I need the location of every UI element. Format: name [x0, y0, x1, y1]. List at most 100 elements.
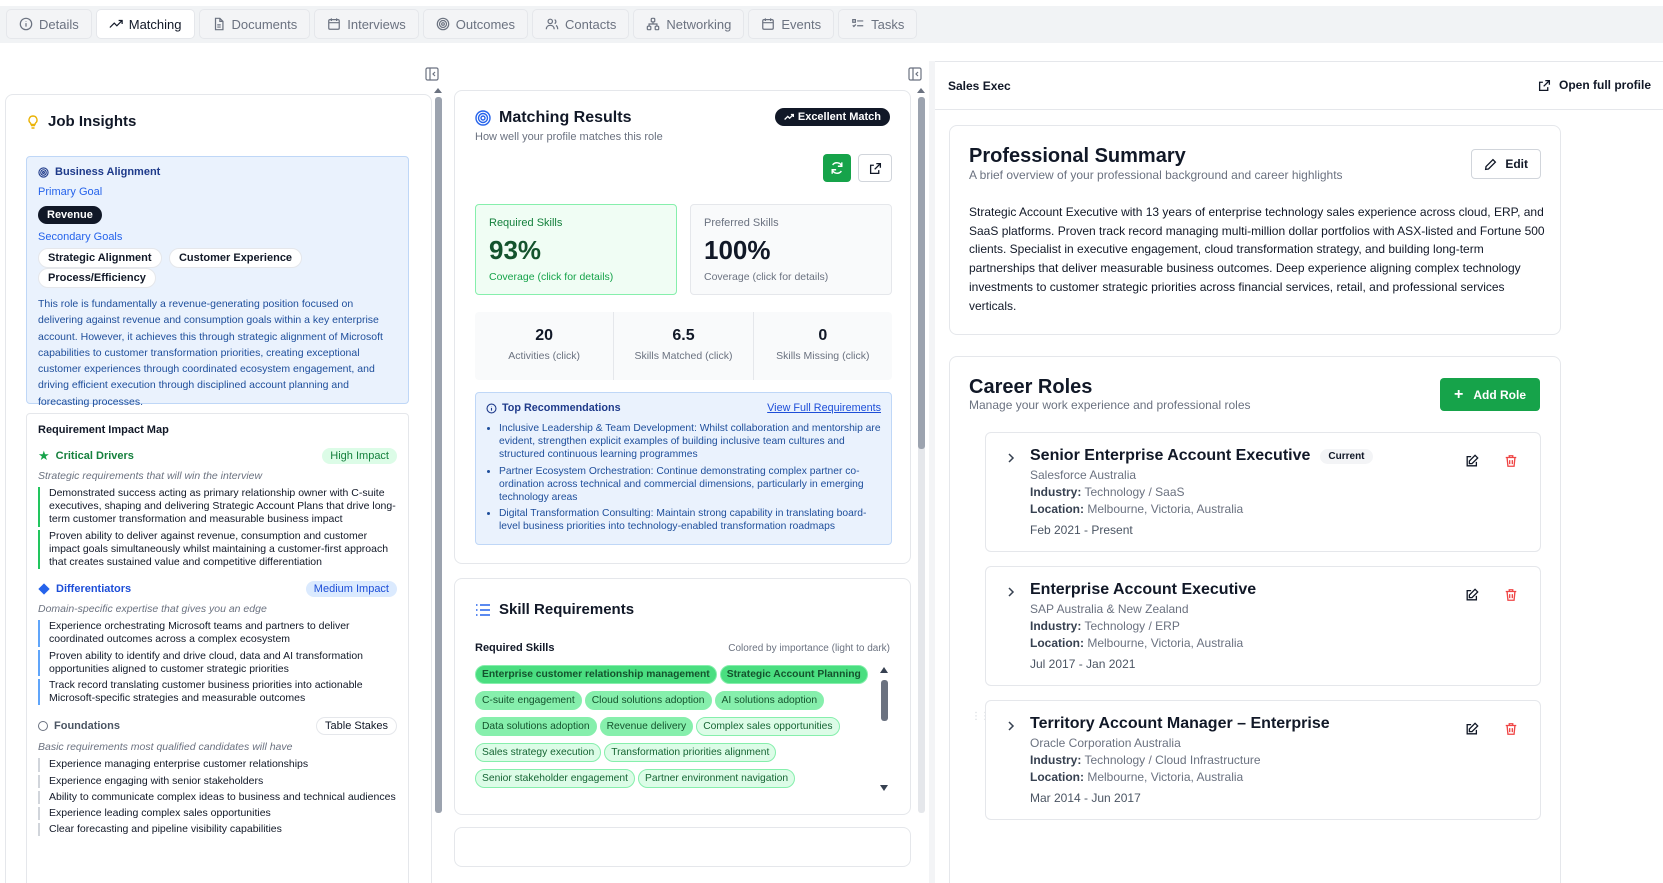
trash-icon[interactable]	[1504, 454, 1518, 468]
differentiators-label: Differentiators	[56, 583, 132, 596]
preferred-skills-stat[interactable]: Preferred Skills 100% Coverage (click fo…	[690, 204, 892, 295]
tab-networking[interactable]: Networking	[633, 9, 745, 39]
requirement-item: Track record translating customer busine…	[38, 679, 397, 706]
target-icon	[475, 110, 491, 126]
role-company: Salesforce Australia	[1030, 468, 1137, 482]
requirement-item: Experience orchestrating Microsoft teams…	[38, 620, 397, 647]
edit-icon[interactable]	[1465, 454, 1479, 468]
role-card[interactable]: Territory Account Manager – Enterprise O…	[985, 700, 1541, 820]
refresh-icon	[831, 162, 843, 174]
skill-chip[interactable]: C-suite engagement	[475, 691, 582, 710]
tab-tasks[interactable]: Tasks	[838, 9, 918, 39]
edit-summary-button[interactable]: Edit	[1471, 149, 1541, 179]
scroll-up-arrow[interactable]	[434, 88, 442, 93]
impact-map-title: Requirement Impact Map	[38, 424, 169, 436]
tab-events[interactable]: Events	[748, 9, 835, 39]
tab-details[interactable]: Details	[6, 9, 92, 39]
skill-chip[interactable]: Partner environment navigation	[637, 769, 796, 788]
chevron-right-icon[interactable]	[1006, 721, 1016, 731]
skill-requirements-title: Skill Requirements	[499, 601, 635, 618]
skill-chip[interactable]: Transformation priorities alignment	[604, 743, 777, 762]
star-icon: ★	[38, 448, 50, 463]
users-icon	[545, 18, 559, 30]
primary-goal-label: Primary Goal	[38, 186, 103, 198]
required-skills-stat[interactable]: Required Skills 93% Coverage (click for …	[475, 204, 677, 295]
skill-chip[interactable]: Complex sales opportunities	[696, 717, 840, 736]
skill-requirements-card: Skill Requirements Required Skills Color…	[454, 578, 911, 815]
matching-subtitle: How well your profile matches this role	[475, 131, 663, 143]
external-link-icon	[869, 162, 881, 174]
trash-icon[interactable]	[1504, 588, 1518, 602]
requirement-impact-map: Requirement Impact Map ★ Critical Driver…	[26, 413, 409, 883]
open-full-profile-button[interactable]: Open full profile	[1538, 78, 1651, 92]
skill-chip[interactable]: Strategic Account Planning	[719, 665, 868, 684]
external-link-icon	[1538, 79, 1551, 91]
tab-outcomes[interactable]: Outcomes	[422, 9, 529, 39]
professional-summary-card: Professional Summary A brief overview of…	[949, 125, 1561, 335]
role-title: Senior Enterprise Account Executive	[1030, 447, 1311, 464]
skill-chip[interactable]: Cloud solutions adoption	[584, 691, 712, 710]
scroll-up-arrow[interactable]	[917, 88, 925, 93]
role-description: This role is fundamentally a revenue-gen…	[38, 298, 383, 408]
role-card[interactable]: Senior Enterprise Account Executive Curr…	[985, 432, 1541, 552]
primary-goal-pill: Revenue	[38, 206, 102, 224]
refresh-button[interactable]	[823, 154, 851, 182]
drag-handle-icon[interactable]: ⋮⋮	[971, 711, 990, 722]
tab-contacts[interactable]: Contacts	[532, 9, 630, 39]
tab-interviews[interactable]: Interviews	[314, 9, 419, 39]
job-insights-panel: Job Insights Business Alignment Primary …	[5, 94, 432, 883]
business-alignment-box: Business Alignment Primary Goal Revenue …	[26, 156, 409, 408]
role-company: SAP Australia & New Zealand	[1030, 602, 1189, 616]
tab-matching[interactable]: Matching	[95, 9, 195, 39]
chevron-right-icon[interactable]	[1006, 453, 1016, 463]
role-dates: Jul 2017 - Jan 2021	[1030, 657, 1136, 671]
impact-subtitle: Strategic requirements that will win the…	[38, 470, 263, 482]
activities-count[interactable]: 20 Activities (click)	[475, 312, 615, 380]
skill-chip[interactable]: Revenue delivery	[599, 717, 694, 736]
edit-icon[interactable]	[1465, 588, 1479, 602]
add-role-button[interactable]: + Add Role	[1439, 378, 1540, 411]
view-full-requirements-link[interactable]: View Full Requirements	[767, 402, 881, 414]
summary-title: Professional Summary	[969, 145, 1186, 167]
recommendations-title: Top Recommendations	[502, 402, 621, 414]
collapse-panel-icon[interactable]	[425, 67, 439, 81]
role-card[interactable]: Enterprise Account Executive SAP Austral…	[985, 566, 1541, 686]
pencil-icon	[1485, 158, 1497, 170]
open-external-button[interactable]	[858, 154, 892, 182]
info-icon	[486, 402, 497, 414]
table-stakes-badge: Table Stakes	[316, 717, 397, 736]
edit-icon[interactable]	[1465, 722, 1479, 736]
summary-subtitle: A brief overview of your professional ba…	[969, 168, 1343, 182]
skill-chip[interactable]: Data solutions adoption	[475, 717, 597, 736]
collapse-panel-icon[interactable]	[908, 67, 922, 81]
skills-missing-count[interactable]: 0 Skills Missing (click)	[776, 327, 870, 362]
business-alignment-heading: Business Alignment	[55, 166, 161, 178]
target-icon	[436, 17, 450, 31]
requirement-item: Experience leading complex sales opportu…	[38, 807, 397, 821]
lightbulb-icon	[28, 114, 38, 129]
chevron-right-icon[interactable]	[1006, 587, 1016, 597]
scrollbar[interactable]	[918, 97, 925, 813]
requirement-item: Experience engaging with senior stakehol…	[38, 774, 397, 788]
scrollbar-thumb[interactable]	[881, 680, 888, 721]
scrollbar[interactable]	[435, 97, 442, 813]
secondary-goal-pill: Process/Efficiency	[38, 268, 156, 288]
scroll-up-arrow[interactable]	[880, 667, 888, 673]
role-location: Location: Melbourne, Victoria, Australia	[1030, 770, 1244, 784]
role-industry: Industry: Technology / SaaS	[1030, 485, 1185, 499]
trash-icon[interactable]	[1504, 722, 1518, 736]
tab-documents[interactable]: Documents	[198, 9, 311, 39]
scroll-down-arrow[interactable]	[880, 785, 888, 791]
skill-chip[interactable]: AI solutions adoption	[714, 691, 825, 710]
secondary-goal-pill: Strategic Alignment	[38, 248, 162, 268]
recommendation-item: Digital Transformation Consulting: Maint…	[499, 507, 881, 533]
skill-chip[interactable]: Senior stakeholder engagement	[475, 769, 635, 788]
profile-name: Sales Exec	[948, 79, 1011, 93]
skill-chip[interactable]: Enterprise customer relationship managem…	[475, 665, 717, 684]
importance-hint: Colored by importance (light to dark)	[728, 643, 890, 654]
summary-text: Strategic Account Executive with 13 year…	[969, 205, 1545, 313]
skills-matched-count[interactable]: 6.5 Skills Matched (click)	[614, 312, 754, 380]
skill-chip-list: Enterprise customer relationship managem…	[475, 664, 875, 794]
skill-chip[interactable]: Sales strategy execution	[475, 743, 602, 762]
role-title: Enterprise Account Executive	[1030, 581, 1257, 598]
